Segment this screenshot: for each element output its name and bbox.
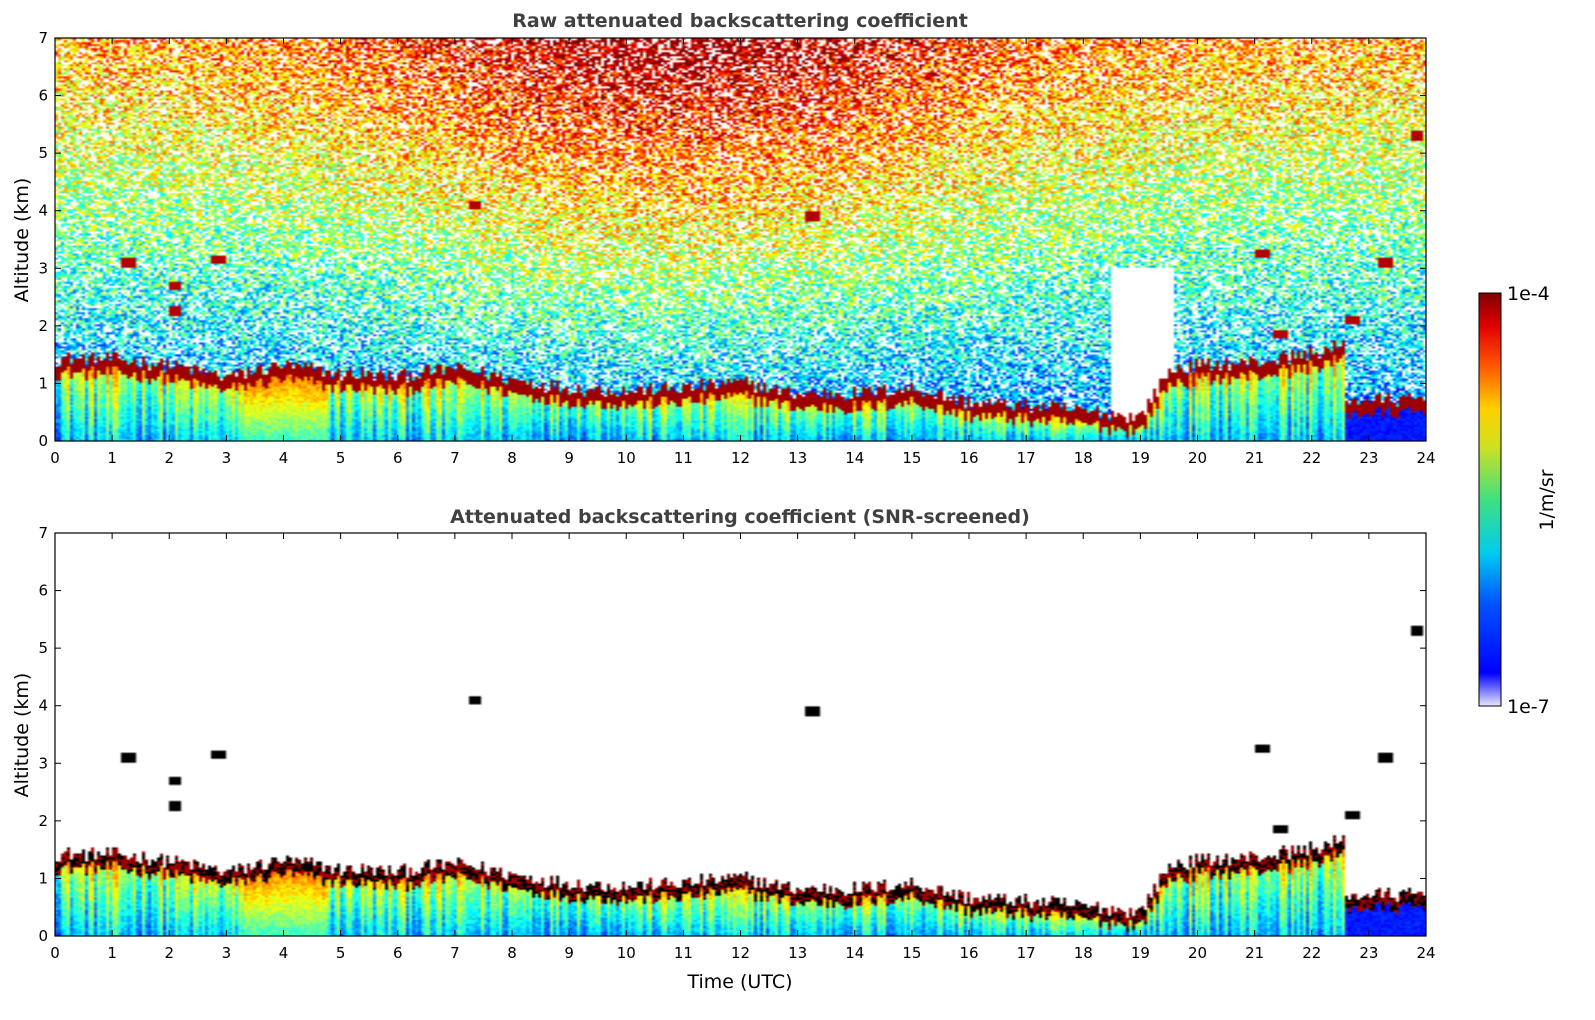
x-tick-label: 3 [222,449,232,467]
x-tick-label: 4 [279,944,289,962]
x-tick-label: 13 [788,944,807,962]
x-tick-label: 22 [1302,944,1321,962]
colorbar-unit-label: 1/m/sr [1536,469,1558,530]
x-tick-label: 22 [1302,449,1321,467]
y-tick-label: 6 [38,582,48,600]
x-tick-label: 7 [450,449,460,467]
y-tick-label: 5 [38,639,48,657]
y-tick-label: 7 [38,29,48,47]
x-tick-label: 15 [902,944,921,962]
colorbar-min-label: 1e-7 [1507,696,1550,718]
x-tick-label: 15 [902,449,921,467]
x-tick-label: 12 [731,944,750,962]
y-tick-label: 1 [38,869,48,887]
x-tick-label: 6 [393,944,403,962]
x-tick-label: 12 [731,449,750,467]
x-tick-label: 2 [164,944,174,962]
y-tick-label: 0 [38,432,48,450]
x-tick-label: 8 [507,944,517,962]
y-tick-label: 6 [38,87,48,105]
x-tick-label: 17 [1017,449,1036,467]
x-tick-label: 24 [1416,944,1435,962]
x-axis-label: Time (UTC) [686,971,792,993]
x-tick-label: 24 [1416,449,1435,467]
x-tick-label: 9 [564,944,574,962]
ticks-raw: 0 1 2 3 4 5 6 7 8 9 10 11 12 13 14 15 16 17 18 19 20 21 22 23 24… [38,29,1435,467]
x-tick-label: 16 [959,449,978,467]
x-tick-label: 18 [1074,449,1093,467]
y-tick-label: 1 [38,374,48,392]
x-tick-label: 17 [1017,944,1036,962]
x-tick-label: 23 [1359,944,1378,962]
y-tick-label: 2 [38,317,48,335]
x-tick-label: 23 [1359,449,1378,467]
chart-title-raw: Raw attenuated backscattering coefficien… [512,10,968,32]
x-tick-label: 14 [845,944,864,962]
chart-title-screened: Attenuated backscattering coefficient (S… [450,506,1030,528]
x-tick-label: 13 [788,449,807,467]
y-tick-label: 3 [38,754,48,772]
y-axis-label-raw: Altitude (km) [11,178,33,303]
colorbar-gradient [1478,292,1502,707]
panel-raw: Raw attenuated backscattering coefficien… [11,10,1436,467]
colorbar: 1e-4 1e-7 1/m/sr [1478,283,1558,718]
x-tick-label: 2 [164,449,174,467]
x-tick-label: 16 [959,944,978,962]
x-tick-label: 7 [450,944,460,962]
x-tick-label: 4 [279,449,289,467]
colorbar-max-label: 1e-4 [1507,283,1550,305]
x-tick-label: 21 [1245,449,1264,467]
x-tick-label: 5 [336,944,346,962]
y-tick-label: 4 [38,697,48,715]
y-tick-label: 3 [38,259,48,277]
x-tick-label: 0 [50,449,60,467]
x-tick-label: 14 [845,449,864,467]
y-tick-label: 2 [38,812,48,830]
x-tick-label: 0 [50,944,60,962]
x-tick-label: 21 [1245,944,1264,962]
y-tick-label: 4 [38,202,48,220]
x-tick-label: 10 [617,449,636,467]
y-tick-label: 5 [38,144,48,162]
panel-screened: Attenuated backscattering coefficient (S… [11,506,1436,993]
x-tick-label: 11 [674,944,693,962]
x-tick-label: 3 [222,944,232,962]
x-tick-label: 8 [507,449,517,467]
x-tick-label: 18 [1074,944,1093,962]
x-tick-label: 10 [617,944,636,962]
x-tick-label: 9 [564,449,574,467]
heatmap-screened [55,533,1426,936]
heatmap-raw [55,38,1426,441]
y-tick-label: 7 [38,524,48,542]
x-tick-label: 20 [1188,449,1207,467]
x-tick-label: 11 [674,449,693,467]
x-tick-label: 5 [336,449,346,467]
y-axis-label-screened: Altitude (km) [11,673,33,798]
x-tick-label: 1 [107,944,117,962]
y-tick-label: 0 [38,927,48,945]
x-tick-label: 19 [1131,449,1150,467]
x-tick-label: 20 [1188,944,1207,962]
ticks-screened: 0 1 2 3 4 5 6 7 8 9 10 11 12 13 14 15 16 17 18 19 20 21 22 23 24… [38,524,1435,962]
x-tick-label: 6 [393,449,403,467]
x-tick-label: 19 [1131,944,1150,962]
x-tick-label: 1 [107,449,117,467]
